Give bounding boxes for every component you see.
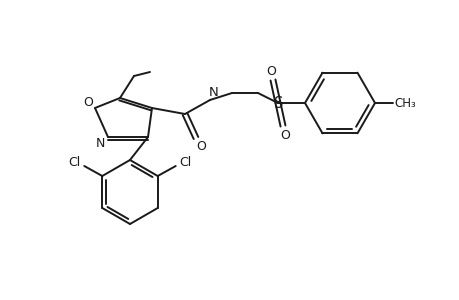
Text: O: O: [265, 64, 275, 77]
Text: CH₃: CH₃: [393, 97, 415, 110]
Text: O: O: [280, 128, 289, 142]
Text: S: S: [274, 95, 283, 110]
Text: Cl: Cl: [179, 155, 191, 169]
Text: N: N: [209, 85, 218, 98]
Text: O: O: [83, 95, 93, 109]
Text: Cl: Cl: [68, 155, 80, 169]
Text: O: O: [196, 140, 206, 152]
Text: N: N: [95, 136, 105, 149]
